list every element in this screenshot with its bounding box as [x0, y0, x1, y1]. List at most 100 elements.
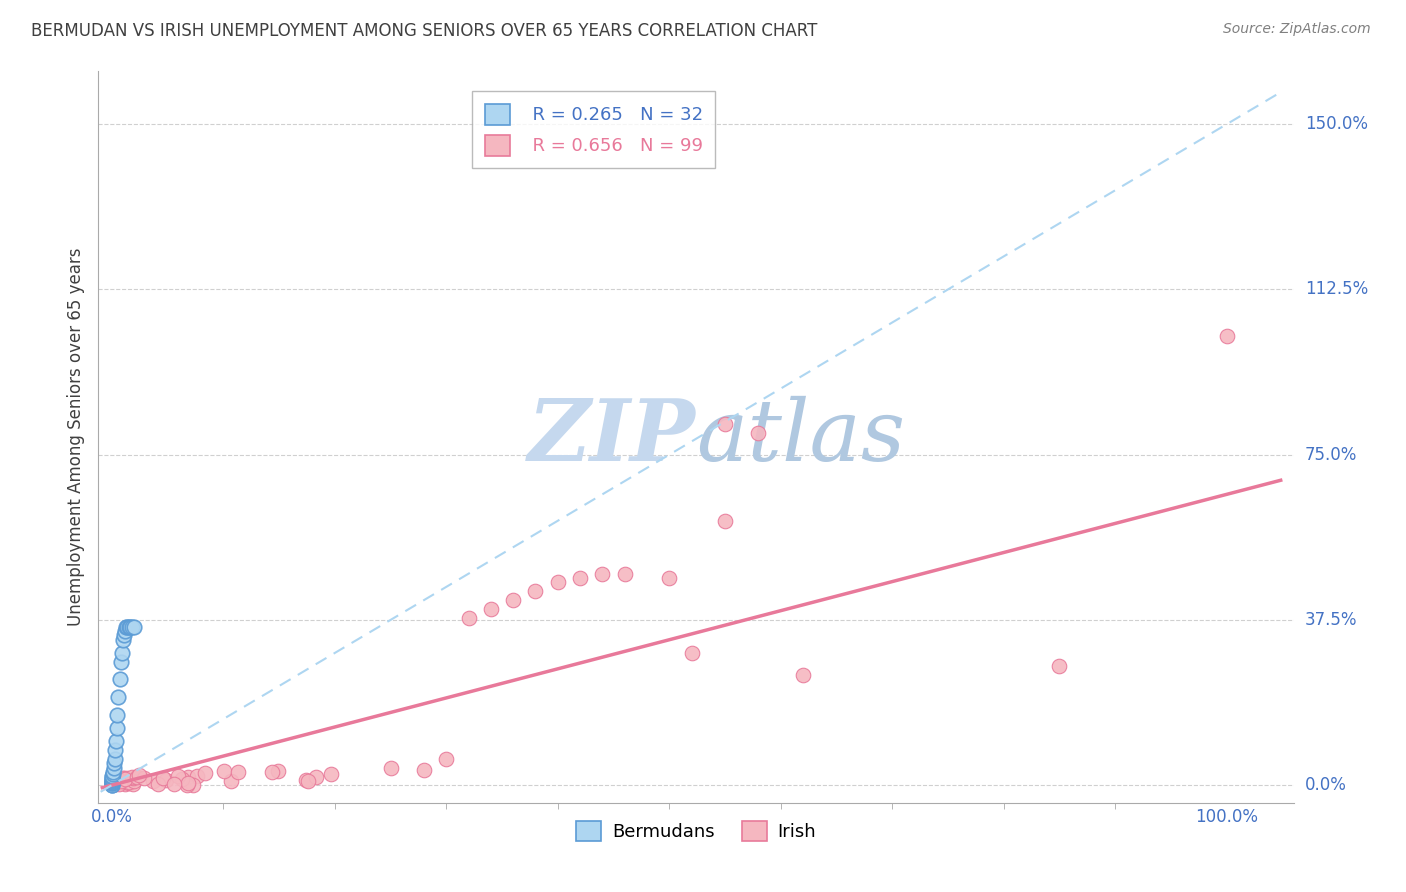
Point — [125, 770, 148, 784]
Point — [226, 765, 249, 780]
Point — [117, 771, 139, 785]
Point — [101, 769, 124, 783]
Point — [101, 767, 124, 781]
Text: ZIP: ZIP — [529, 395, 696, 479]
Point — [112, 628, 135, 642]
Point — [101, 772, 124, 787]
Point — [167, 769, 190, 783]
Point — [103, 756, 125, 771]
Text: Source: ZipAtlas.com: Source: ZipAtlas.com — [1223, 22, 1371, 37]
Point — [117, 619, 139, 633]
Point — [105, 775, 128, 789]
Point — [114, 771, 136, 785]
Point — [118, 774, 141, 789]
Text: 0.0%: 0.0% — [1305, 776, 1347, 794]
Point — [104, 773, 127, 788]
Point — [111, 772, 134, 786]
Point — [115, 619, 138, 633]
Point — [714, 514, 737, 528]
Point — [101, 778, 124, 792]
Point — [524, 584, 547, 599]
Point — [502, 593, 524, 607]
Point — [111, 646, 134, 660]
Point — [219, 773, 242, 788]
Point — [117, 619, 139, 633]
Point — [103, 776, 125, 790]
Point — [152, 771, 174, 785]
Point — [121, 619, 143, 633]
Point — [613, 566, 636, 581]
Point — [105, 773, 128, 788]
Point — [434, 752, 457, 766]
Point — [105, 773, 128, 788]
Point — [658, 571, 681, 585]
Point — [101, 772, 124, 787]
Point — [117, 775, 139, 789]
Point — [118, 775, 141, 789]
Point — [104, 775, 127, 789]
Point — [115, 775, 138, 789]
Point — [101, 764, 124, 779]
Point — [792, 668, 814, 682]
Point — [170, 772, 193, 787]
Point — [105, 775, 128, 789]
Point — [101, 772, 124, 786]
Point — [262, 764, 284, 779]
Point — [114, 624, 136, 638]
Point — [714, 417, 737, 431]
Point — [1047, 659, 1070, 673]
Text: 150.0%: 150.0% — [1305, 115, 1368, 133]
Text: atlas: atlas — [696, 396, 905, 478]
Point — [547, 575, 569, 590]
Point — [132, 772, 155, 786]
Point — [569, 571, 592, 585]
Point — [103, 776, 125, 790]
Point — [297, 773, 319, 788]
Point — [122, 774, 145, 789]
Point — [121, 770, 143, 784]
Point — [118, 775, 141, 789]
Point — [114, 772, 136, 787]
Legend: Bermudans, Irish: Bermudans, Irish — [568, 814, 824, 848]
Point — [681, 646, 703, 660]
Point — [118, 619, 141, 633]
Point — [110, 655, 132, 669]
Point — [122, 619, 145, 633]
Point — [101, 774, 124, 789]
Point — [112, 772, 135, 786]
Point — [142, 773, 165, 788]
Point — [105, 734, 128, 748]
Point — [104, 772, 127, 787]
Point — [103, 760, 125, 774]
Point — [103, 776, 125, 790]
Point — [128, 768, 150, 782]
Text: 37.5%: 37.5% — [1305, 611, 1357, 629]
Point — [479, 602, 502, 616]
Point — [105, 721, 128, 735]
Point — [101, 770, 124, 784]
Point — [212, 764, 235, 778]
Point — [413, 763, 436, 777]
Point — [103, 773, 125, 788]
Point — [105, 774, 128, 789]
Point — [101, 778, 124, 792]
Y-axis label: Unemployment Among Seniors over 65 years: Unemployment Among Seniors over 65 years — [67, 248, 86, 626]
Point — [186, 769, 208, 783]
Text: BERMUDAN VS IRISH UNEMPLOYMENT AMONG SENIORS OVER 65 YEARS CORRELATION CHART: BERMUDAN VS IRISH UNEMPLOYMENT AMONG SEN… — [31, 22, 817, 40]
Point — [101, 775, 124, 789]
Point — [115, 774, 138, 789]
Point — [591, 566, 613, 581]
Point — [104, 777, 127, 791]
Point — [177, 775, 200, 789]
Point — [294, 773, 316, 788]
Point — [101, 773, 124, 788]
Point — [114, 777, 136, 791]
Point — [380, 760, 402, 774]
Point — [104, 743, 127, 757]
Point — [457, 611, 479, 625]
Text: 75.0%: 75.0% — [1305, 446, 1357, 464]
Point — [176, 770, 198, 784]
Point — [146, 777, 169, 791]
Point — [110, 773, 132, 788]
Point — [267, 764, 290, 779]
